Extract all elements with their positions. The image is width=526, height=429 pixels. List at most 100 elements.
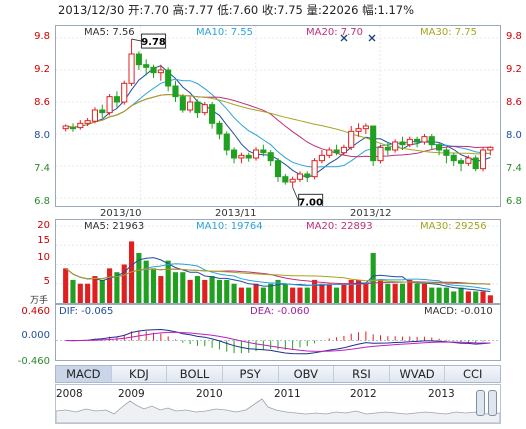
- price-ytick-left-5: 6.8: [34, 196, 50, 207]
- vol-ma10-legend: MA10: 19764: [196, 221, 263, 232]
- volume-bar: [341, 283, 347, 303]
- event-marker-cross: [368, 34, 376, 42]
- timeline-navigator[interactable]: 2008 2009 2010 2011 2012 2013: [55, 384, 501, 424]
- volume-bar: [363, 283, 369, 303]
- candle-body: [77, 122, 84, 129]
- volume-bar: [399, 283, 406, 303]
- tab-cci[interactable]: CCI: [462, 367, 483, 381]
- candle-body: [106, 96, 113, 114]
- header-date: 2013/12/30: [58, 3, 125, 17]
- header-vol: 22026: [321, 3, 359, 17]
- volume-bar: [312, 279, 318, 303]
- macd-dif-label: DIF: -0.065: [59, 306, 114, 317]
- volume-bar: [385, 283, 391, 303]
- header-low: 7.60: [232, 3, 259, 17]
- candle-body: [172, 85, 179, 98]
- volume-bar: [209, 276, 215, 303]
- candle-body: [318, 154, 325, 162]
- tab-obv[interactable]: OBV: [279, 366, 335, 382]
- price-ma30-legend: MA30: 7.75: [420, 27, 478, 38]
- candle-body: [128, 53, 135, 84]
- price-ma30-line: [65, 93, 491, 155]
- candle-body: [179, 96, 186, 111]
- high-callout-text: 9.78: [141, 37, 166, 48]
- candle-body: [282, 176, 289, 183]
- volume-bar: [165, 260, 171, 303]
- volume-bar: [107, 268, 113, 303]
- volume-bar: [216, 279, 222, 303]
- volume-bar: [465, 291, 471, 303]
- candle-body: [450, 154, 457, 162]
- macd-chart-svg[interactable]: [56, 305, 500, 360]
- candle-body: [443, 149, 450, 156]
- price-ytick-left-3: 8.0: [34, 130, 50, 141]
- volume-bar: [355, 279, 362, 303]
- candle-body: [421, 136, 428, 143]
- low-callout-leader: [292, 187, 300, 202]
- low-callout: 7.00: [298, 193, 324, 206]
- header-amp: 1.17%: [377, 3, 415, 17]
- price-ytick-right-2: 8.6: [506, 97, 522, 108]
- header-low-label: 低:: [217, 3, 233, 17]
- price-ma20-legend: MA20: 7.70: [306, 27, 364, 38]
- timeline-right-handle[interactable]: [488, 390, 497, 416]
- candle-body: [399, 141, 406, 146]
- volume-bar: [70, 279, 76, 303]
- candle-body: [113, 96, 120, 103]
- volume-bar: [407, 279, 413, 303]
- timeline-left-handle[interactable]: [476, 390, 485, 416]
- volume-bar: [253, 283, 259, 303]
- candle-body: [150, 66, 157, 74]
- price-xtick-oct: 2013/10: [100, 208, 142, 219]
- candle-body: [487, 146, 494, 151]
- volume-bar: [194, 276, 201, 303]
- candle-body: [216, 122, 223, 135]
- vol-ma30-legend: MA30: 29256: [420, 221, 487, 232]
- candle-body: [457, 160, 465, 164]
- tab-psy[interactable]: PSY: [223, 366, 279, 382]
- price-ytick-left-1: 9.2: [34, 64, 50, 75]
- header-close-label: 收:: [261, 3, 278, 17]
- volume-bar: [136, 252, 142, 303]
- volume-bar: [451, 291, 457, 303]
- candle-body: [69, 127, 77, 130]
- candle-body: [99, 109, 106, 114]
- tab-kdj[interactable]: KDJ: [112, 366, 168, 382]
- price-ytick-left-0: 9.8: [34, 31, 50, 42]
- volume-bar: [473, 291, 479, 303]
- volume-bar: [238, 287, 244, 303]
- timeline-year-2012: 2012: [350, 388, 377, 400]
- timeline-year-2013: 2013: [428, 388, 455, 400]
- macd-chart-panel[interactable]: DIF: -0.065 DEA: -0.060 MACD: -0.010: [55, 304, 501, 361]
- volume-bar: [150, 268, 157, 303]
- candle-body: [91, 109, 99, 122]
- candle-body: [370, 125, 377, 162]
- vol-unit: 万手: [30, 296, 49, 306]
- price-ma10-legend: MA10: 7.55: [196, 27, 254, 38]
- price-chart-panel[interactable]: 9.78 7.00 MA5: 7.56 MA10: 7.55 MA20: 7.70…: [55, 25, 501, 207]
- price-chart-svg[interactable]: 9.78 7.00: [56, 26, 500, 206]
- volume-bar: [172, 272, 179, 303]
- candle-body: [479, 149, 487, 170]
- volume-bar: [180, 272, 186, 303]
- tab-rsi[interactable]: RSI: [334, 366, 390, 382]
- macd-ytick-2: -0.460: [17, 356, 50, 367]
- volume-bar: [458, 287, 464, 303]
- tab-wvad[interactable]: WVAD: [390, 366, 446, 382]
- header-open: 7.70: [143, 3, 169, 17]
- candle-body: [428, 136, 435, 146]
- vol-ytick-1: 15: [37, 235, 50, 246]
- volume-bar: [436, 287, 442, 303]
- volume-bar: [268, 283, 274, 303]
- volume-chart-svg[interactable]: [56, 220, 500, 303]
- tab-macd[interactable]: MACD: [56, 366, 112, 382]
- low-callout-text: 7.00: [298, 197, 323, 206]
- vol-ma5-line: [65, 257, 491, 292]
- candle-body: [311, 160, 318, 178]
- tab-boll[interactable]: BOLL: [167, 366, 223, 382]
- volume-bar: [480, 291, 486, 303]
- price-ytick-left-2: 8.6: [34, 97, 50, 108]
- volume-chart-panel[interactable]: MA5: 21963 MA10: 19764 MA20: 22893 MA30:…: [55, 219, 501, 304]
- candle-body: [406, 138, 413, 146]
- volume-bar: [121, 264, 127, 303]
